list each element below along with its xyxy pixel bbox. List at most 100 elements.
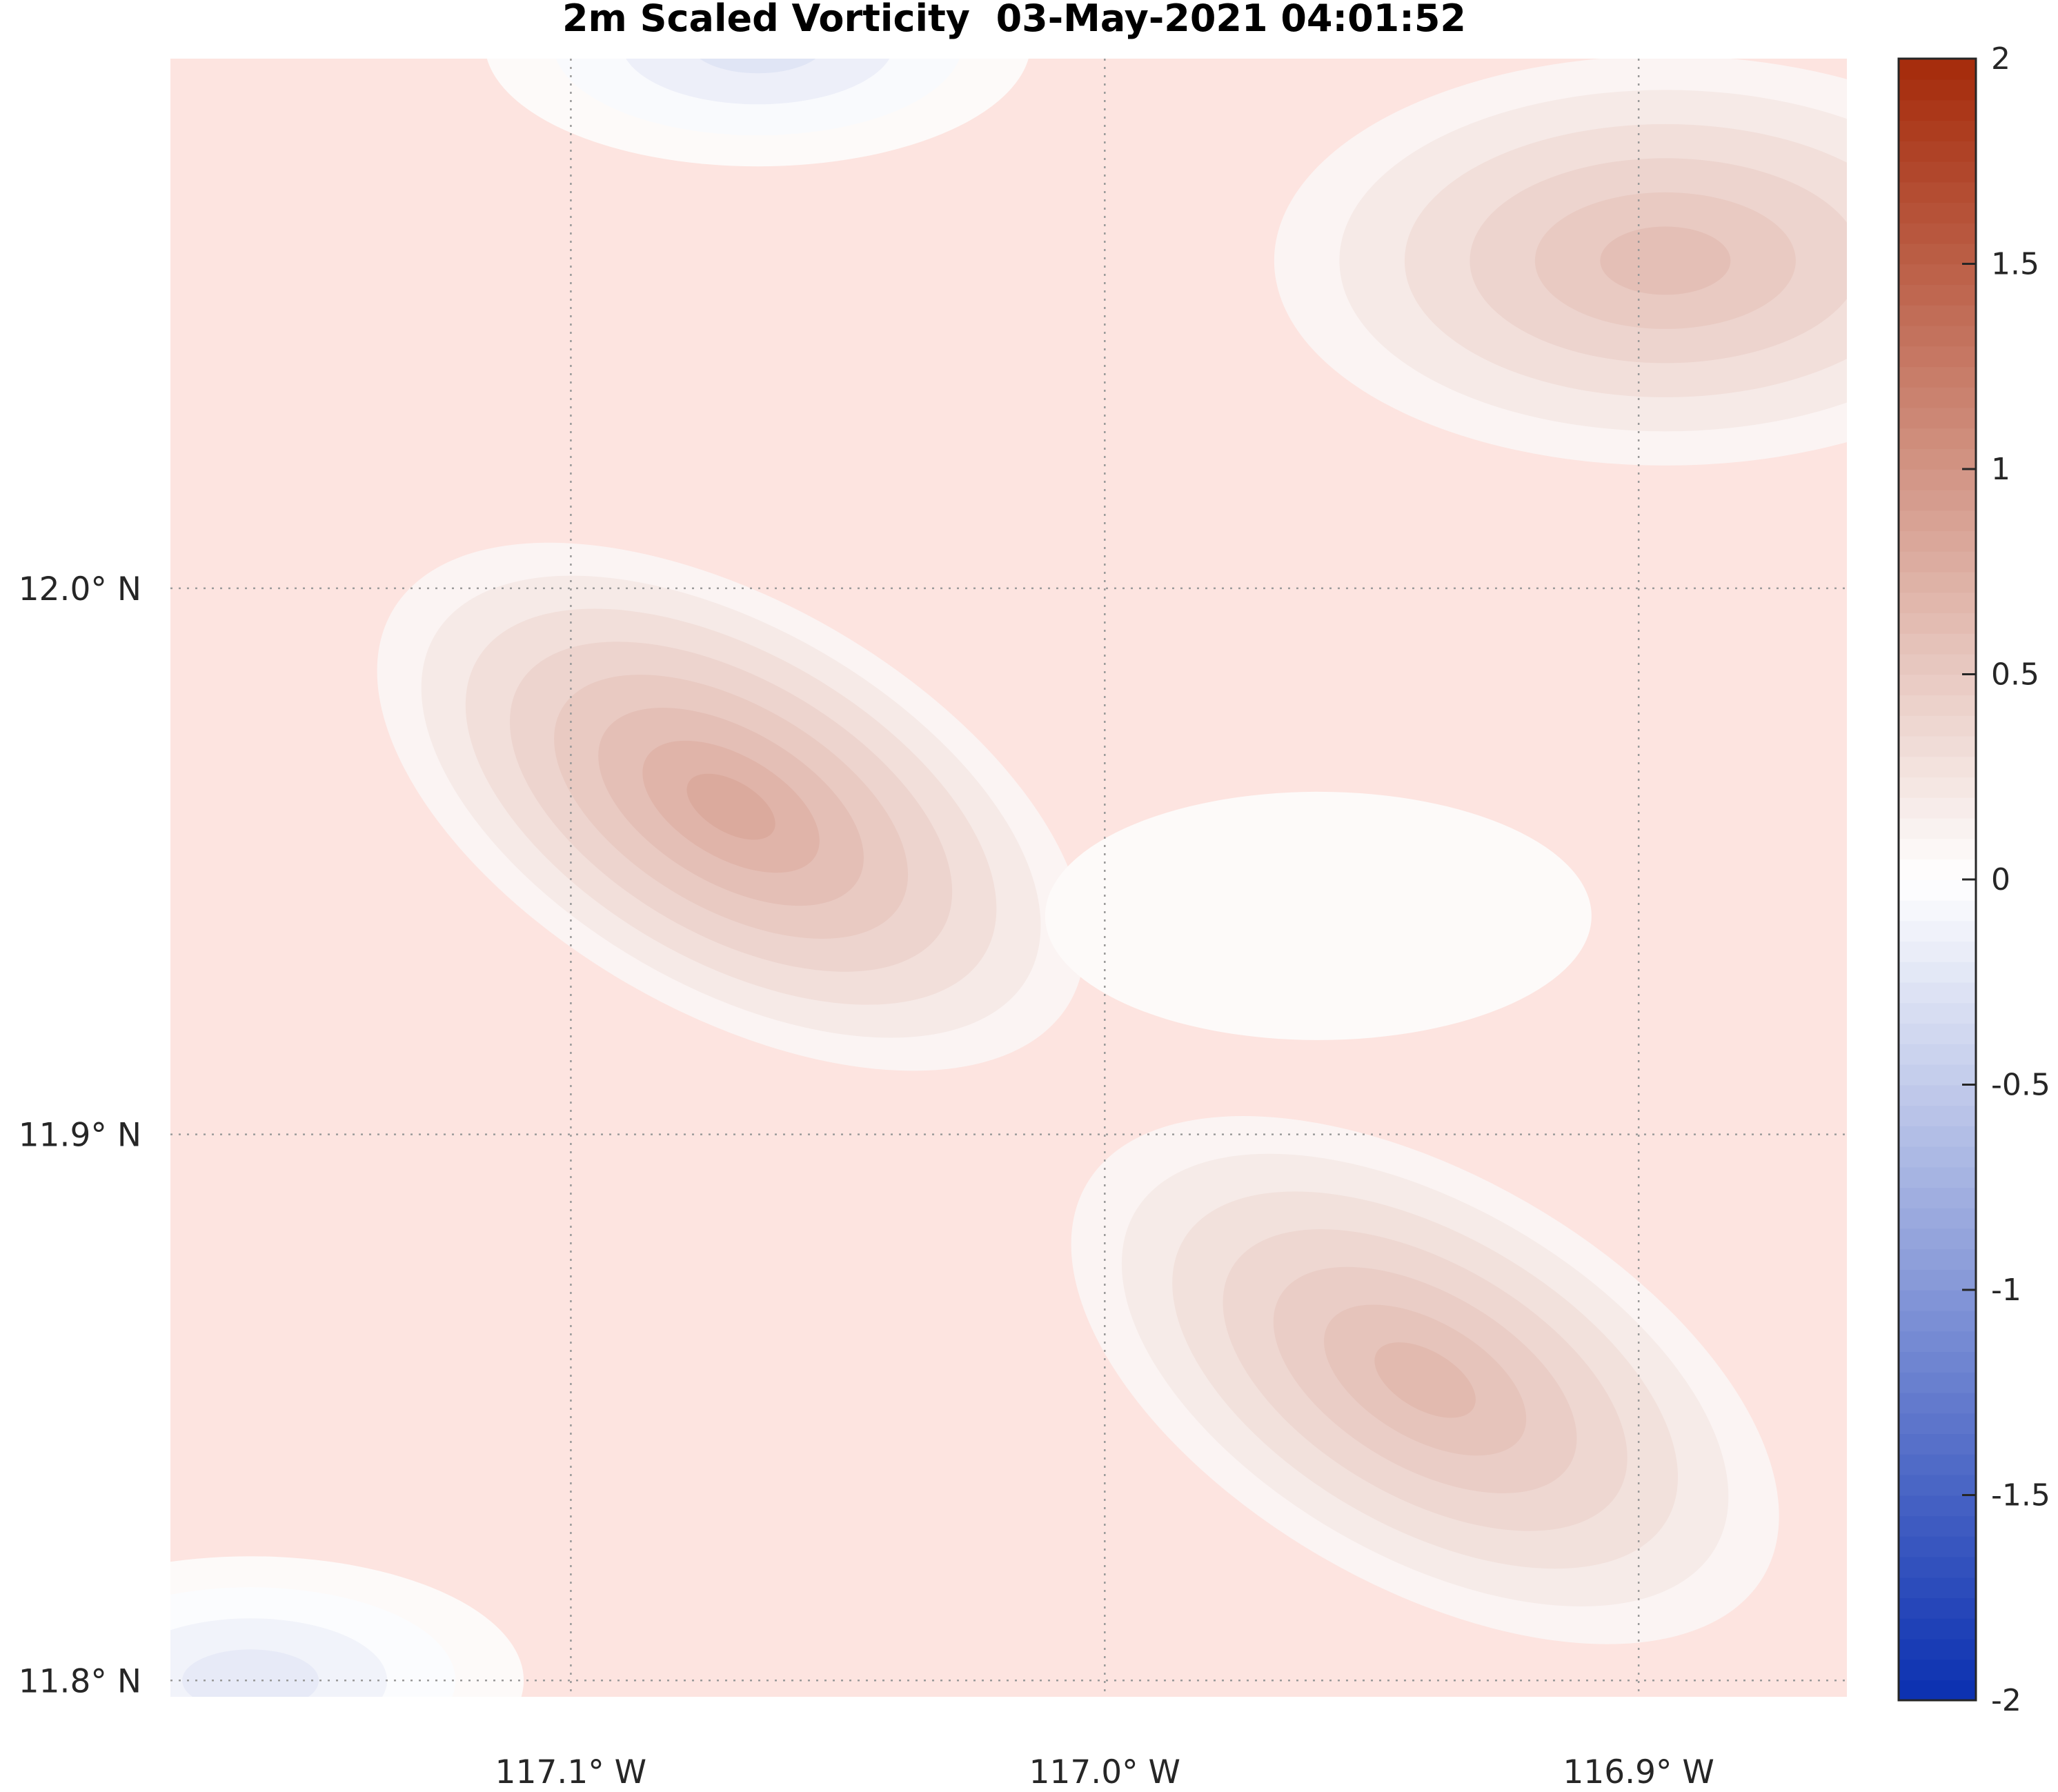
x-tick-label: 117.1° W xyxy=(495,1753,646,1791)
colorbar-band xyxy=(1899,592,1976,614)
chart-title: 2m Scaled Vorticity 03-May-2021 04:01:52 xyxy=(562,0,1466,40)
colorbar-band xyxy=(1899,1433,1976,1455)
colorbar-band xyxy=(1899,407,1976,429)
y-tick-label: 12.0° N xyxy=(19,570,141,608)
colorbar-band xyxy=(1899,387,1976,408)
colorbar-band xyxy=(1899,879,1976,901)
colorbar-band xyxy=(1899,1659,1976,1681)
colorbar-band xyxy=(1899,859,1976,880)
colorbar-band xyxy=(1899,530,1976,552)
colorbar-band xyxy=(1899,1474,1976,1496)
colorbar-band xyxy=(1899,1166,1976,1188)
colorbar-band xyxy=(1899,1351,1976,1373)
colorbar-band xyxy=(1899,1044,1976,1065)
colorbar-band xyxy=(1899,181,1976,203)
colorbar-band xyxy=(1899,777,1976,798)
colorbar-band xyxy=(1899,99,1976,121)
colorbar-band xyxy=(1899,674,1976,696)
colorbar-band xyxy=(1899,141,1976,162)
colorbar-band xyxy=(1899,1495,1976,1517)
colorbar-band xyxy=(1899,1002,1976,1024)
y-tick-label: 11.9° N xyxy=(19,1117,141,1155)
colorbar-band xyxy=(1899,1248,1976,1271)
colorbar-band xyxy=(1899,1680,1976,1701)
colorbar-band xyxy=(1899,1187,1976,1208)
colorbar-tick-label: 1.5 xyxy=(1991,247,2039,282)
colorbar-band xyxy=(1899,1454,1976,1475)
colorbar-band xyxy=(1899,1084,1976,1106)
y-axis: 12.0° N 11.9° N 11.8° N xyxy=(19,570,141,1700)
colorbar-band xyxy=(1899,223,1976,244)
colorbar-band xyxy=(1899,920,1976,942)
colorbar-band xyxy=(1899,1556,1976,1578)
colorbar-tick-label: -0.5 xyxy=(1991,1068,2050,1103)
colorbar-band xyxy=(1899,613,1976,634)
colorbar-band xyxy=(1899,1310,1976,1332)
colorbar-band xyxy=(1899,715,1976,737)
colorbar-band xyxy=(1899,469,1976,490)
colorbar-band xyxy=(1899,1228,1976,1250)
colorbar-band xyxy=(1899,1413,1976,1435)
colorbar-band xyxy=(1899,366,1976,388)
colorbar-band xyxy=(1899,962,1976,983)
colorbar-band xyxy=(1899,1023,1976,1044)
colorbar-tick-label: -1.5 xyxy=(1991,1478,2050,1513)
colorbar-tick-label: -1 xyxy=(1991,1273,2021,1308)
grid-lines xyxy=(170,59,1847,1697)
colorbar-band xyxy=(1899,1597,1976,1619)
colorbar-tick-label: 1 xyxy=(1991,452,2010,487)
colorbar-band xyxy=(1899,838,1976,860)
colorbar-band xyxy=(1899,1372,1976,1393)
colorbar-band xyxy=(1899,1290,1976,1311)
colorbar: 2 1.5 1 0.5 0 -0.5 -1 -1.5 -2 xyxy=(1897,41,2050,1718)
colorbar-band xyxy=(1899,756,1976,778)
colorbar-band xyxy=(1899,1064,1976,1086)
x-tick-label: 117.0° W xyxy=(1029,1753,1180,1791)
colorbar-band xyxy=(1899,448,1976,470)
colorbar-band xyxy=(1899,817,1976,839)
colorbar-band xyxy=(1899,59,1976,80)
colorbar-band xyxy=(1899,551,1976,573)
colorbar-band xyxy=(1899,1392,1976,1414)
colorbar-band xyxy=(1899,325,1976,347)
y-tick-label: 11.8° N xyxy=(19,1662,141,1700)
colorbar-band xyxy=(1899,1269,1976,1291)
colorbar-band xyxy=(1899,797,1976,819)
colorbar-band xyxy=(1899,120,1976,141)
colorbar-tick-label: 0.5 xyxy=(1991,657,2039,693)
colorbar-band xyxy=(1899,305,1976,326)
contour-band xyxy=(1374,1342,1476,1418)
colorbar-band xyxy=(1899,735,1976,757)
colorbar-band xyxy=(1899,1331,1976,1353)
colorbar-tick-label: 0 xyxy=(1991,862,2010,897)
colorbar-band xyxy=(1899,1618,1976,1640)
contour-band xyxy=(700,59,816,74)
colorbar-band xyxy=(1899,653,1976,675)
colorbar-band xyxy=(1899,161,1976,183)
colorbar-band xyxy=(1899,633,1976,655)
colorbar-bands xyxy=(1899,59,1976,1701)
colorbar-tick-label: 2 xyxy=(1991,41,2010,77)
colorbar-band xyxy=(1899,510,1976,532)
colorbar-ticks: 2 1.5 1 0.5 0 -0.5 -1 -1.5 -2 xyxy=(1962,41,2050,1718)
colorbar-band xyxy=(1899,79,1976,101)
colorbar-band xyxy=(1899,1536,1976,1557)
colorbar-tick-label: -2 xyxy=(1991,1683,2021,1718)
contour-band xyxy=(1600,226,1731,295)
colorbar-band xyxy=(1899,202,1976,223)
colorbar-band xyxy=(1899,489,1976,511)
x-tick-label: 116.9° W xyxy=(1563,1753,1714,1791)
colorbar-band xyxy=(1899,428,1976,450)
colorbar-band xyxy=(1899,1208,1976,1229)
contour-band xyxy=(182,1649,319,1697)
colorbar-band xyxy=(1899,695,1976,716)
colorbar-band xyxy=(1899,284,1976,306)
colorbar-band xyxy=(1899,1146,1976,1168)
colorbar-band xyxy=(1899,571,1976,593)
colorbar-band xyxy=(1899,1126,1976,1147)
contour-band xyxy=(1045,791,1592,1040)
colorbar-band xyxy=(1899,1577,1976,1599)
colorbar-band xyxy=(1899,982,1976,1004)
